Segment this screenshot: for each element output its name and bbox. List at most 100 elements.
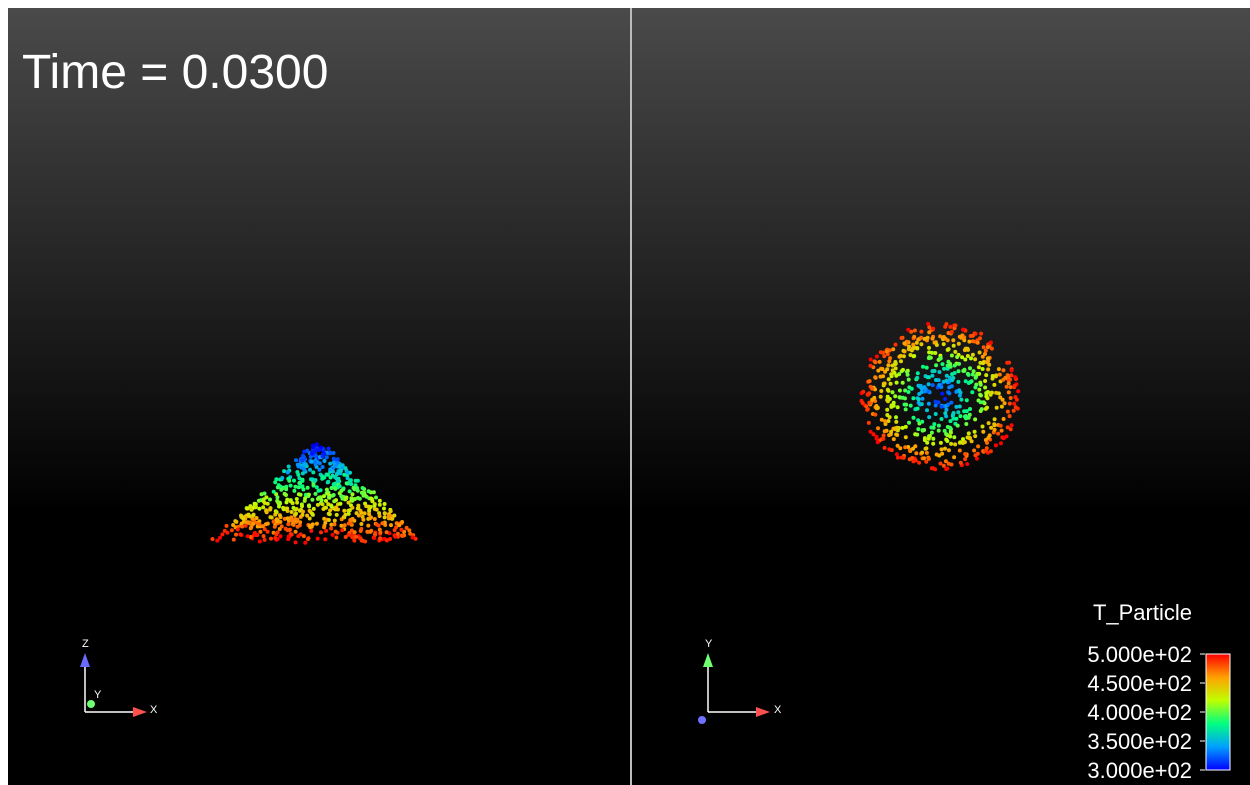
particle xyxy=(919,335,924,340)
particle xyxy=(1016,389,1021,394)
particle xyxy=(377,527,382,532)
particle xyxy=(969,379,974,384)
particle xyxy=(886,363,891,368)
particle xyxy=(970,352,975,357)
particle xyxy=(372,536,377,540)
particle xyxy=(345,476,350,481)
particle xyxy=(347,489,352,494)
particle xyxy=(218,535,222,540)
particle xyxy=(887,433,892,438)
particle xyxy=(985,440,989,445)
particle xyxy=(351,485,356,490)
particle xyxy=(918,402,923,407)
particle xyxy=(305,537,310,542)
particle xyxy=(302,467,307,472)
particle xyxy=(943,397,948,401)
particle xyxy=(903,388,908,393)
particle xyxy=(311,470,316,475)
particle xyxy=(920,396,925,401)
particle xyxy=(342,515,347,520)
particle xyxy=(389,523,393,528)
particle xyxy=(273,480,278,485)
particle xyxy=(328,461,333,466)
particle xyxy=(977,387,982,392)
particle xyxy=(272,524,277,529)
particle xyxy=(938,461,943,466)
particle xyxy=(955,355,960,359)
particle xyxy=(961,327,965,332)
particle xyxy=(960,355,965,360)
particle xyxy=(885,367,890,372)
particle xyxy=(261,524,265,529)
particle xyxy=(282,469,287,474)
particle xyxy=(948,362,953,366)
particle xyxy=(361,517,366,522)
particle xyxy=(294,519,299,524)
particle xyxy=(926,456,931,461)
particle xyxy=(929,466,934,471)
particle xyxy=(331,469,335,474)
particle xyxy=(999,428,1004,433)
legend-tick-label: 4.500e+02 xyxy=(1087,671,1192,696)
particle xyxy=(966,415,971,420)
particle xyxy=(922,336,927,341)
particle xyxy=(323,537,328,542)
particle xyxy=(918,383,923,388)
particle xyxy=(894,380,899,385)
particle xyxy=(278,520,283,524)
particle xyxy=(964,422,969,426)
particle xyxy=(952,371,957,375)
particle xyxy=(313,491,318,496)
particle xyxy=(265,529,270,534)
particle xyxy=(873,375,878,380)
particle xyxy=(284,500,289,505)
particle xyxy=(300,478,305,483)
particle xyxy=(930,373,935,378)
particle xyxy=(359,522,364,526)
particle xyxy=(903,435,908,440)
particle xyxy=(293,484,298,489)
particle xyxy=(323,505,327,510)
particle xyxy=(327,495,332,500)
particle xyxy=(285,470,290,475)
particle xyxy=(915,371,920,376)
particle xyxy=(882,354,887,359)
particle xyxy=(366,489,371,494)
particle xyxy=(334,535,339,540)
particle xyxy=(975,451,980,456)
particle xyxy=(377,514,382,518)
particle xyxy=(279,524,284,529)
particle xyxy=(944,414,949,419)
particle xyxy=(940,451,945,456)
particle xyxy=(325,472,330,477)
particle xyxy=(324,455,329,460)
particle xyxy=(889,403,894,408)
particle xyxy=(942,428,947,433)
particle xyxy=(288,483,293,488)
particle xyxy=(320,502,325,507)
particle xyxy=(893,360,898,364)
particle xyxy=(264,510,269,515)
particle xyxy=(951,412,955,417)
particle xyxy=(942,366,947,371)
particle xyxy=(931,441,936,446)
particle xyxy=(331,456,336,461)
particle xyxy=(927,345,931,350)
particle xyxy=(930,369,935,374)
particle xyxy=(912,334,917,339)
particle xyxy=(309,524,314,529)
axis-label: Z xyxy=(82,638,89,650)
particle xyxy=(400,520,405,524)
particle xyxy=(283,526,288,531)
particle xyxy=(382,506,386,511)
particle xyxy=(926,401,931,406)
particle xyxy=(922,456,926,461)
particle xyxy=(315,536,320,541)
particle xyxy=(941,342,946,347)
particle xyxy=(880,367,885,371)
particle xyxy=(878,394,883,399)
particle xyxy=(950,378,955,383)
particle xyxy=(999,441,1003,446)
particle xyxy=(224,523,229,528)
particle xyxy=(356,513,361,518)
